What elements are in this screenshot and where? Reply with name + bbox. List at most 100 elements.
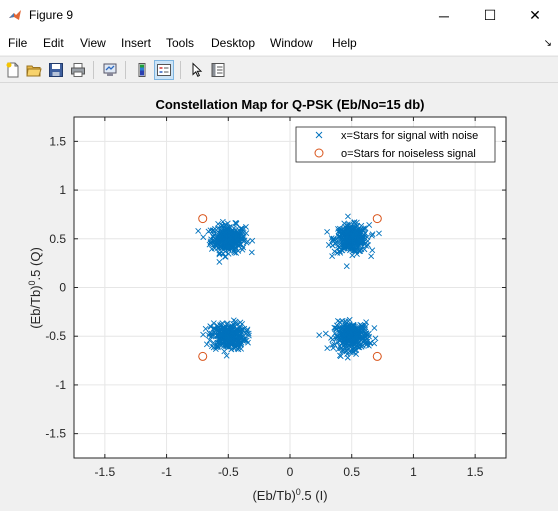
noisy-point bbox=[353, 224, 360, 231]
noisy-point bbox=[212, 346, 219, 353]
noisy-point bbox=[203, 341, 210, 348]
noisy-point bbox=[369, 247, 376, 254]
noisy-point bbox=[219, 222, 226, 229]
legend-box bbox=[295, 126, 496, 163]
menu-view[interactable]: View bbox=[80, 36, 106, 50]
noisy-point bbox=[358, 222, 365, 229]
toolbar-separator bbox=[125, 61, 126, 79]
x-tick-label: 0.5 bbox=[343, 465, 360, 479]
new-figure-icon[interactable] bbox=[3, 60, 23, 80]
toolbar-separator bbox=[180, 61, 181, 79]
noisy-point bbox=[215, 221, 222, 227]
constellation-plot[interactable]: Constellation Map for Q-PSK (Eb/No=15 db… bbox=[0, 84, 558, 506]
noisy-point bbox=[217, 244, 224, 251]
noisy-point bbox=[212, 236, 219, 243]
open-file-icon[interactable] bbox=[24, 60, 44, 80]
menu-window[interactable]: Window bbox=[270, 36, 313, 50]
noisy-point bbox=[339, 340, 346, 346]
noisy-point bbox=[372, 335, 379, 342]
noisy-point bbox=[217, 331, 224, 338]
noisy-point bbox=[200, 234, 207, 241]
noisy-point bbox=[349, 252, 356, 259]
figure-toolbar bbox=[0, 56, 558, 83]
menu-tools[interactable]: Tools bbox=[166, 36, 195, 50]
noiseless-point bbox=[198, 214, 208, 224]
noisy-point bbox=[239, 233, 246, 240]
noisy-point bbox=[359, 335, 366, 342]
noisy-point bbox=[233, 245, 240, 252]
noisy-point bbox=[345, 338, 352, 344]
dock-figure-icon[interactable]: ↘ bbox=[543, 38, 552, 49]
noisy-point bbox=[345, 333, 352, 340]
noisy-point bbox=[328, 235, 335, 242]
maximize-button[interactable]: ☐ bbox=[483, 7, 497, 23]
noisy-point bbox=[369, 232, 375, 239]
noisy-point bbox=[228, 325, 235, 332]
noisy-point bbox=[333, 335, 340, 342]
save-icon[interactable] bbox=[46, 60, 66, 80]
noisy-point bbox=[226, 232, 232, 239]
noisy-point bbox=[249, 237, 256, 244]
link-plot-icon[interactable] bbox=[100, 60, 120, 80]
noisy-point bbox=[333, 326, 340, 333]
menu-help[interactable]: Help bbox=[332, 36, 357, 50]
noisy-point bbox=[346, 316, 353, 323]
noisy-point bbox=[376, 230, 382, 237]
noisy-point bbox=[350, 323, 357, 330]
noisy-point bbox=[233, 220, 240, 227]
noisy-point bbox=[233, 321, 240, 328]
noisy-point bbox=[235, 339, 242, 346]
noisy-point bbox=[207, 323, 214, 330]
noisy-point bbox=[366, 342, 372, 349]
noisy-point bbox=[339, 317, 346, 324]
noisy-point bbox=[208, 238, 214, 245]
menu-desktop[interactable]: Desktop bbox=[211, 36, 256, 50]
legend-icon[interactable] bbox=[154, 60, 174, 80]
y-axis-label: (Eb/Tb)0.5 (Q) bbox=[27, 247, 43, 329]
noisy-point bbox=[363, 319, 370, 326]
legend-marker-o bbox=[314, 148, 324, 158]
noisy-point bbox=[331, 248, 338, 255]
property-inspector-icon[interactable] bbox=[208, 60, 228, 80]
noisy-point bbox=[243, 223, 249, 230]
legend-entry-noisy: x=Stars for signal with noise bbox=[341, 130, 478, 142]
noisy-point bbox=[371, 325, 378, 331]
menu-file[interactable]: File bbox=[8, 36, 28, 50]
close-button[interactable]: ✕ bbox=[529, 7, 541, 23]
noisy-point bbox=[200, 331, 207, 338]
noisy-point bbox=[224, 243, 230, 250]
legend[interactable]: x=Stars for signal with noise o=Stars fo… bbox=[295, 126, 496, 163]
y-tick-label: 1 bbox=[59, 183, 66, 197]
x-axis-label: (Eb/Tb)0.5 (I) bbox=[252, 487, 327, 503]
legend-entry-noiseless: o=Stars for noiseless signal bbox=[341, 148, 476, 160]
noisy-point bbox=[225, 344, 232, 351]
x-tick-label: 1 bbox=[410, 465, 417, 479]
noisy-point bbox=[218, 332, 225, 339]
noisy-point bbox=[227, 330, 234, 337]
menu-edit[interactable]: Edit bbox=[43, 36, 64, 50]
colorbar-icon[interactable] bbox=[132, 60, 152, 80]
noisy-point bbox=[210, 227, 217, 234]
noisy-point bbox=[365, 330, 372, 337]
noisy-point bbox=[195, 227, 202, 234]
noisy-point bbox=[217, 226, 224, 233]
window-titlebar: Figure 9 ─ ☐ ✕ bbox=[0, 0, 558, 31]
print-icon[interactable] bbox=[68, 60, 88, 80]
minimize-button[interactable]: ─ bbox=[439, 7, 449, 24]
noisy-point bbox=[360, 331, 367, 338]
noisy-point bbox=[216, 258, 223, 265]
noisy-point bbox=[245, 330, 252, 337]
noisy-point bbox=[329, 242, 336, 249]
menu-insert[interactable]: Insert bbox=[121, 36, 152, 50]
noisy-point bbox=[239, 235, 246, 242]
noisy-point bbox=[361, 234, 368, 240]
noisy-point bbox=[234, 341, 241, 347]
noisy-point bbox=[227, 343, 234, 350]
noisy-point bbox=[354, 343, 361, 349]
edit-plot-icon[interactable] bbox=[187, 60, 207, 80]
noisy-point bbox=[351, 219, 358, 226]
noisy-point bbox=[248, 249, 255, 256]
y-tick-label: 0.5 bbox=[49, 232, 66, 246]
noisy-point bbox=[208, 343, 215, 350]
noisy-point bbox=[349, 234, 356, 241]
